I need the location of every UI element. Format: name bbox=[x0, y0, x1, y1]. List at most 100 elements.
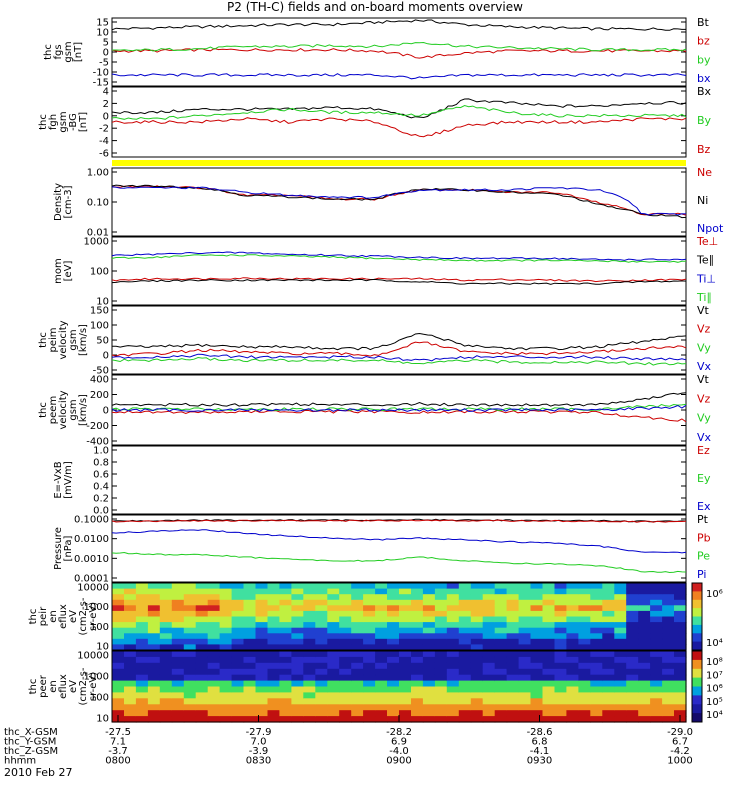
spectrogram-cell-peir bbox=[614, 644, 627, 651]
spectrogram-cell-peir bbox=[399, 599, 412, 606]
spectrogram-cell-peer bbox=[243, 686, 257, 693]
spectrogram-cell-peir bbox=[255, 605, 269, 612]
spectrogram-cell-peir bbox=[315, 644, 328, 651]
spectrogram-cell-peir bbox=[267, 588, 281, 595]
spectrogram-cell-peir bbox=[662, 610, 675, 618]
spectrogram-cell-peir bbox=[339, 616, 352, 623]
spectrogram-cell-peir bbox=[255, 644, 269, 651]
spectrogram-cell-peer bbox=[279, 686, 292, 693]
spectrogram-cell-peir bbox=[458, 616, 472, 623]
spectrogram-cell-peir bbox=[183, 627, 197, 634]
series-line-fgh-0 bbox=[111, 98, 687, 119]
spectrogram-cell-peer bbox=[530, 698, 544, 705]
spectrogram-cell-peer bbox=[159, 704, 173, 711]
spectrogram-cell-peir bbox=[255, 616, 269, 623]
spectrogram-cell-peer bbox=[267, 716, 281, 723]
spectrogram-cell-peer bbox=[554, 662, 568, 670]
spectrogram-cell-peir bbox=[387, 616, 400, 623]
spectrogram-cell-peir bbox=[315, 588, 328, 595]
spectrogram-cell-peer bbox=[542, 716, 556, 723]
spectrogram-cell-peer bbox=[434, 716, 448, 723]
spectrogram-cell-peir bbox=[231, 594, 245, 601]
spectrogram-cell-peir bbox=[650, 610, 663, 618]
spectrogram-cell-peir bbox=[112, 627, 125, 634]
spectrogram-cell-peir bbox=[446, 638, 460, 645]
spectrogram-cell-peer bbox=[578, 651, 591, 658]
spectrogram-cell-peir bbox=[159, 588, 173, 595]
y-axis-label-peer: (cm2-s- bbox=[78, 667, 89, 705]
spectrogram-cell-peer bbox=[147, 651, 161, 658]
spectrogram-cell-peer bbox=[255, 686, 269, 693]
spectrogram-cell-peer bbox=[375, 710, 388, 717]
spectrogram-cell-peer bbox=[422, 651, 436, 658]
y-tick-label: 2 bbox=[103, 99, 109, 110]
spectrogram-cell-peer bbox=[422, 704, 436, 711]
colorbar-segment-peir bbox=[692, 583, 702, 592]
spectrogram-cell-peir bbox=[243, 599, 257, 606]
spectrogram-cell-peer bbox=[231, 668, 245, 676]
spectrogram-cell-peer bbox=[267, 704, 281, 711]
spectrogram-cell-peer bbox=[207, 692, 221, 699]
colorbar-segment-peir bbox=[692, 624, 702, 634]
spectrogram-cell-peir bbox=[506, 588, 520, 595]
spectrogram-cell-peir bbox=[279, 610, 292, 618]
spectrogram-cell-peir bbox=[434, 599, 448, 606]
spectrogram-cell-peer bbox=[458, 668, 472, 676]
spectrogram-cell-peer bbox=[375, 680, 388, 688]
spectrogram-cell-peer bbox=[650, 692, 663, 699]
spectrogram-cell-peer bbox=[650, 656, 663, 664]
spectrogram-cell-peer bbox=[315, 692, 328, 699]
spectrogram-cell-peer bbox=[112, 656, 125, 664]
spectrogram-cell-peer bbox=[494, 656, 508, 664]
spectrogram-cell-peer bbox=[470, 651, 484, 658]
spectrogram-cell-peir bbox=[291, 633, 304, 640]
spectrogram-cell-peer bbox=[195, 704, 209, 711]
y-axis-label-density: [cm-3] bbox=[63, 185, 74, 218]
spectrogram-cell-peer bbox=[339, 680, 352, 688]
spectrogram-cell-peer bbox=[147, 692, 161, 699]
x-tick-label: 0830 bbox=[246, 756, 271, 767]
spectrogram-cell-peer bbox=[470, 674, 484, 682]
spectrogram-cell-peer bbox=[530, 716, 544, 723]
spectrogram-cell-peir bbox=[147, 588, 161, 595]
y-tick-label: 0.10 bbox=[87, 198, 109, 209]
spectrogram-cell-peir bbox=[674, 599, 687, 606]
x-tick-label: 6.9 bbox=[391, 737, 407, 748]
spectrogram-cell-peir bbox=[482, 610, 496, 618]
y-axis-label-fgh: [nT] bbox=[78, 112, 89, 132]
spectrogram-cell-peir bbox=[638, 638, 651, 645]
spectrogram-cell-peer bbox=[518, 704, 532, 711]
spectrogram-cell-peer bbox=[494, 704, 508, 711]
series-line-peem-2 bbox=[111, 403, 687, 412]
spectrogram-cell-peer bbox=[195, 698, 209, 705]
x-tick-label: 7.1 bbox=[110, 737, 126, 748]
spectrogram-cell-peir bbox=[327, 627, 340, 634]
spectrogram-cell-peer bbox=[446, 716, 460, 723]
spectrogram-cell-peir bbox=[243, 627, 257, 634]
spectrogram-cell-peir bbox=[351, 633, 364, 640]
spectrogram-cell-peer bbox=[147, 704, 161, 711]
spectrogram-cell-peer bbox=[506, 710, 520, 717]
spectrogram-cell-peir bbox=[602, 638, 615, 645]
spectrogram-cell-peer bbox=[566, 674, 579, 682]
spectrogram-cell-peer bbox=[518, 662, 532, 670]
spectrogram-cell-peir bbox=[638, 610, 651, 618]
spectrogram-cell-peir bbox=[147, 644, 161, 651]
spectrogram-cell-peer bbox=[255, 651, 269, 658]
spectrogram-cell-peer bbox=[207, 698, 221, 705]
spectrogram-cell-peir bbox=[674, 638, 687, 645]
series-line-pressure-2 bbox=[111, 551, 687, 574]
spectrogram-cell-peer bbox=[554, 710, 568, 717]
spectrogram-cell-peir bbox=[231, 616, 245, 623]
spectrogram-cell-peer bbox=[482, 698, 496, 705]
spectrogram-cell-peer bbox=[674, 668, 687, 676]
spectrogram-cell-peir bbox=[219, 610, 233, 618]
spectrogram-cell-peir bbox=[446, 605, 460, 612]
spectrogram-cell-peir bbox=[566, 644, 579, 651]
spectrogram-cell-peir bbox=[303, 622, 316, 629]
spectrogram-cell-peir bbox=[219, 599, 233, 606]
spectrogram-cell-peir bbox=[159, 633, 173, 640]
spectrogram-cell-peer bbox=[614, 668, 627, 676]
spectrogram-cell-peer bbox=[506, 680, 520, 688]
spectrogram-cell-peir bbox=[339, 622, 352, 629]
